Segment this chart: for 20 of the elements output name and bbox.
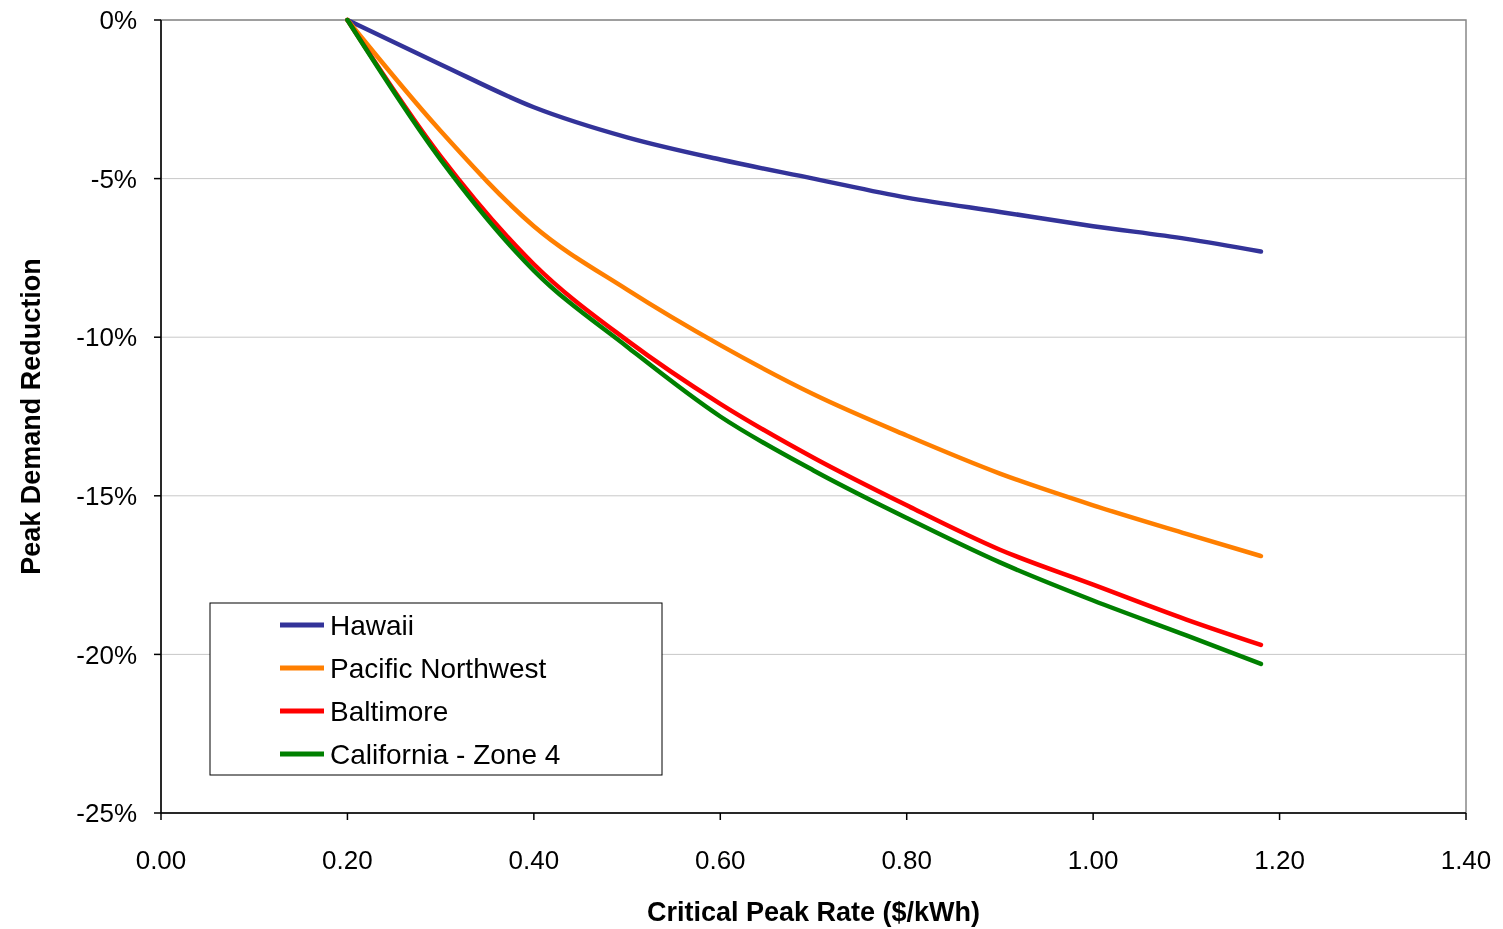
y-tick-label: -10%: [76, 322, 137, 353]
legend-label: Baltimore: [330, 695, 449, 727]
x-axis-title: Critical Peak Rate ($/kWh): [646, 897, 981, 927]
y-tick-label: -25%: [76, 798, 137, 829]
x-tick-label: 0.40: [508, 845, 560, 875]
y-tick-label: -5%: [90, 163, 137, 194]
x-tick-label: 0.20: [322, 845, 373, 875]
legend-label: Hawaii: [330, 609, 415, 641]
x-tick-label: 0.60: [694, 845, 746, 875]
x-tick-label: 1.00: [1067, 845, 1119, 875]
legend-label: California - Zone 4: [330, 738, 561, 770]
y-tick-label: -20%: [76, 639, 137, 670]
y-tick-label: 0%: [99, 5, 137, 36]
x-tick-label: 0.80: [881, 845, 933, 875]
x-tick-label: 1.20: [1254, 845, 1305, 875]
legend-label: Pacific Northwest: [330, 652, 547, 684]
x-tick-label: 0.00: [135, 845, 187, 875]
x-tick-label: 1.40: [1440, 845, 1492, 875]
y-tick-label: -15%: [76, 480, 137, 511]
y-axis-title: Peak Demand Reduction: [16, 258, 46, 575]
